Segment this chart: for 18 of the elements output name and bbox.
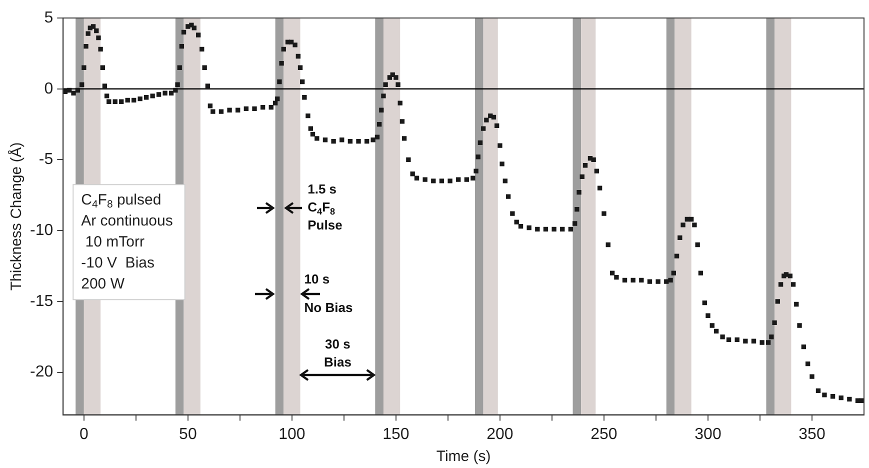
y-tick-label: -15 xyxy=(30,292,54,310)
x-tick-label: 50 xyxy=(179,426,197,443)
y-tick-label: -5 xyxy=(38,151,54,168)
x-tick-label: 100 xyxy=(278,426,306,443)
y-tick-label: -10 xyxy=(30,222,54,239)
x-axis-title: Time (s) xyxy=(436,448,491,466)
y-axis-title: Thickness Change (Å) xyxy=(7,142,26,291)
x-tick-label: 150 xyxy=(382,426,410,443)
annotation: 10 s No Bias xyxy=(304,271,353,316)
annotation: 30 s Bias xyxy=(324,336,352,370)
y-tick-label: -20 xyxy=(30,364,54,381)
y-tick-label: 0 xyxy=(44,80,54,98)
x-tick-label: 200 xyxy=(486,426,514,443)
x-tick-label: 350 xyxy=(798,426,826,443)
x-tick-label: 0 xyxy=(79,426,88,443)
y-tick-label: 5 xyxy=(44,9,54,26)
x-tick-label: 250 xyxy=(590,426,618,443)
x-tick-label: 300 xyxy=(694,426,722,443)
